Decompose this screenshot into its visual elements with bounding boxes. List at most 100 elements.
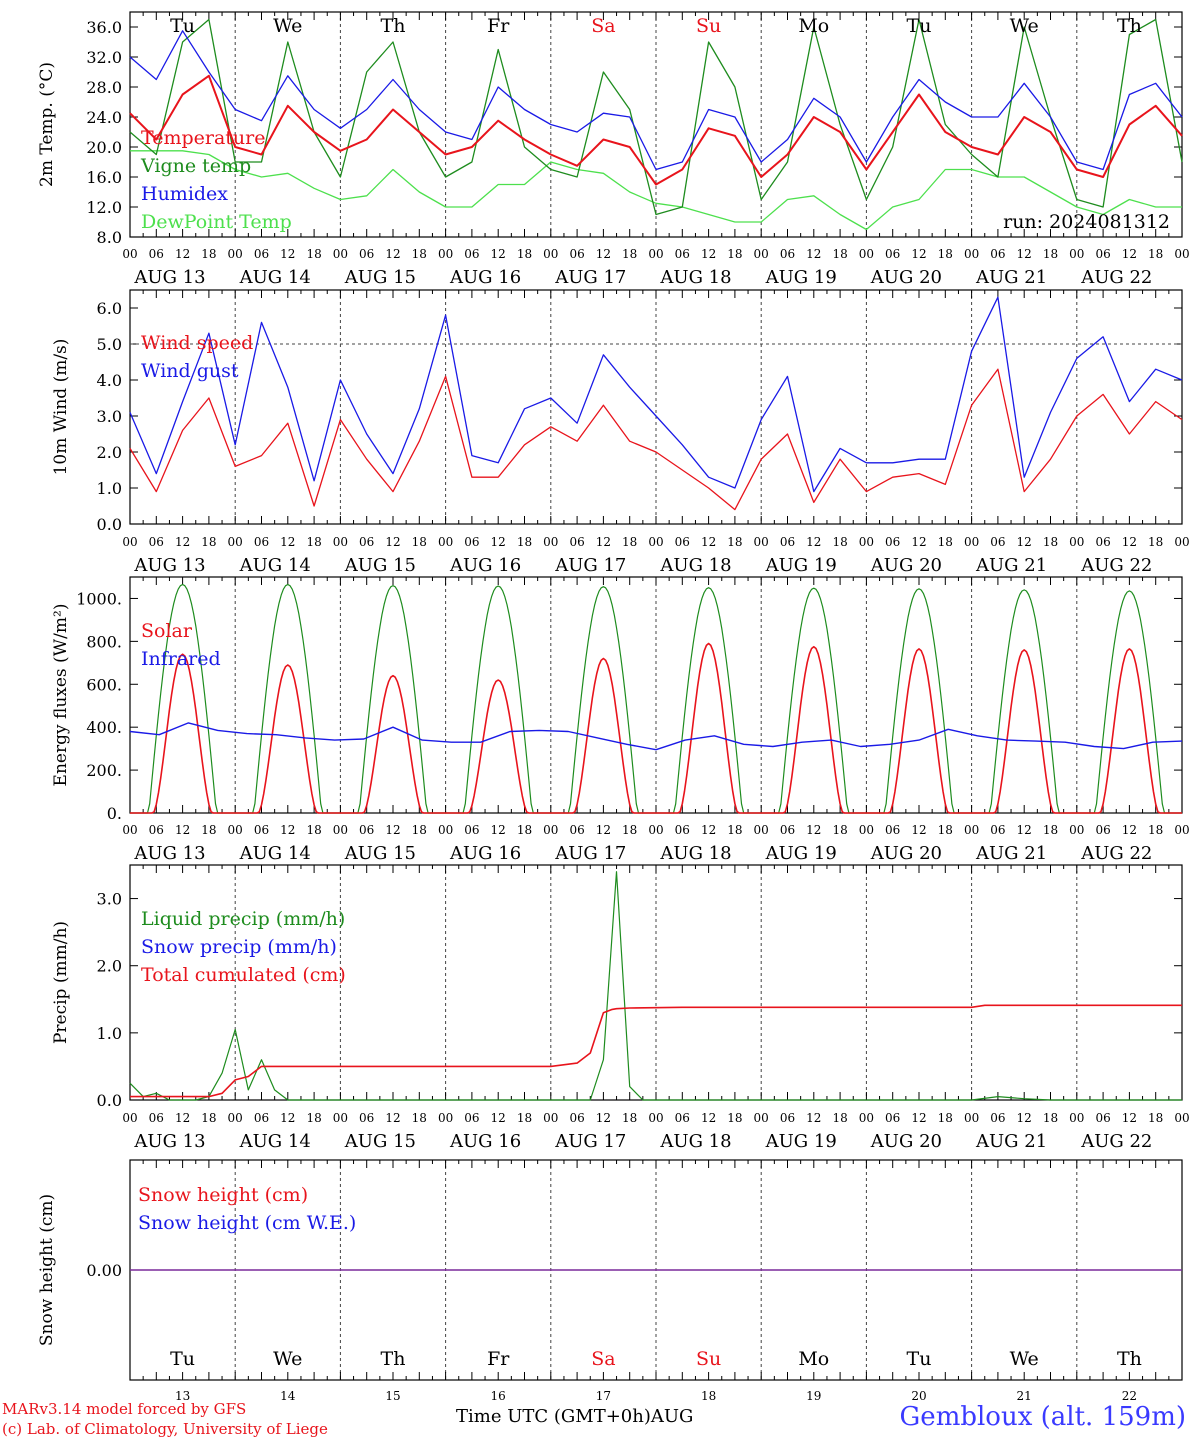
- day-label-bottom: Sa: [591, 1348, 615, 1370]
- legend-total-cumulated-cm-: Total cumulated (cm): [141, 964, 346, 986]
- x-tick-label-hour: 18: [1148, 823, 1163, 837]
- x-tick-label-hour: 18: [727, 1111, 742, 1125]
- x-tick-label-hour: 00: [543, 1111, 558, 1125]
- x-tick-label-hour: 00: [1069, 535, 1084, 549]
- day-label-bottom: Fr: [487, 1348, 510, 1370]
- x-date-label: AUG 20: [870, 1131, 942, 1152]
- lab-credit: (c) Lab. of Climatology, University of L…: [2, 1420, 328, 1438]
- x-date-label: AUG 22: [1080, 843, 1152, 864]
- x-tick-label-hour: 12: [1017, 247, 1032, 261]
- y-tick-label: 5.0: [97, 335, 122, 354]
- series-wind-speed: [129, 368, 1183, 511]
- x-tick-label-hour: 00: [648, 535, 663, 549]
- x-tick-label-hour: 06: [464, 823, 479, 837]
- x-tick-label-hour: 18: [938, 247, 953, 261]
- x-tick-label-hour: 00: [228, 247, 243, 261]
- x-date-label: AUG 13: [133, 843, 205, 864]
- day-number-label: 16: [491, 1389, 506, 1403]
- x-date-label: AUG 21: [975, 555, 1047, 576]
- x-tick-label-hour: 12: [911, 247, 926, 261]
- x-tick-label-hour: 06: [1095, 1111, 1110, 1125]
- x-tick-label-hour: 06: [885, 247, 900, 261]
- x-tick-label-hour: 00: [122, 1111, 137, 1125]
- x-tick-label-hour: 18: [517, 1111, 532, 1125]
- x-tick-label-hour: 12: [911, 535, 926, 549]
- x-tick-label-hour: 12: [1122, 535, 1137, 549]
- series-total-cumulated: [130, 1004, 1182, 1098]
- x-date-label: AUG 22: [1080, 555, 1152, 576]
- x-tick-label-hour: 18: [201, 1111, 216, 1125]
- x-tick-label-hour: 06: [149, 247, 164, 261]
- x-tick-label-hour: 06: [359, 535, 374, 549]
- x-tick-label-hour: 06: [254, 535, 269, 549]
- x-tick-label-hour: 12: [491, 1111, 506, 1125]
- series-humidex: [129, 30, 1183, 171]
- day-number-label: 21: [1017, 1389, 1032, 1403]
- x-tick-label-hour: 12: [280, 535, 295, 549]
- x-tick-label-hour: 18: [832, 823, 847, 837]
- x-tick-label-hour: 18: [832, 535, 847, 549]
- x-tick-label-hour: 18: [1043, 1111, 1058, 1125]
- x-tick-label-hour: 00: [1069, 1111, 1084, 1125]
- day-label-top: Th: [381, 15, 406, 37]
- x-tick-label-hour: 06: [359, 1111, 374, 1125]
- x-date-label: AUG 17: [554, 555, 626, 576]
- x-tick-label-hour: 12: [596, 247, 611, 261]
- day-label-bottom: Tu: [907, 1348, 932, 1370]
- y-tick-label: 36.0: [86, 18, 122, 37]
- y-tick-label: 200.: [86, 761, 122, 780]
- x-tick-label-hour: 06: [569, 823, 584, 837]
- x-tick-label-hour: 06: [675, 1111, 690, 1125]
- y-tick-label: 20.0: [86, 138, 122, 157]
- y-tick-label: 4.0: [97, 371, 122, 390]
- legend-infrared: Infrared: [141, 648, 221, 670]
- x-tick-label-hour: 18: [201, 823, 216, 837]
- x-tick-label-hour: 12: [701, 535, 716, 549]
- x-date-label: AUG 19: [765, 555, 837, 576]
- legend-snow-precip-mm-h-: Snow precip (mm/h): [141, 936, 337, 958]
- x-tick-label-hour: 00: [859, 1111, 874, 1125]
- x-tick-label-hour: 18: [727, 535, 742, 549]
- x-tick-label-hour: 18: [938, 823, 953, 837]
- y-axis-label: Precip (mm/h): [51, 921, 71, 1044]
- x-tick-label-hour: 18: [412, 1111, 427, 1125]
- x-tick-label-hour: 00: [438, 823, 453, 837]
- y-tick-label: 0.00: [86, 1261, 122, 1280]
- x-tick-label-hour: 06: [990, 247, 1005, 261]
- day-label-top: Su: [696, 15, 721, 37]
- legend-snow-height-cm-: Snow height (cm): [138, 1184, 308, 1206]
- x-date-label: AUG 17: [554, 843, 626, 864]
- legend-temperature: Temperature: [141, 127, 265, 149]
- x-date-label: AUG 19: [765, 267, 837, 288]
- y-tick-label: 16.0: [86, 168, 122, 187]
- y-tick-label: 28.0: [86, 78, 122, 97]
- x-tick-label-hour: 06: [149, 1111, 164, 1125]
- x-tick-label-hour: 12: [175, 535, 190, 549]
- x-tick-label-hour: 12: [280, 247, 295, 261]
- x-tick-label-hour: 00: [1174, 823, 1189, 837]
- x-date-label: AUG 20: [870, 843, 942, 864]
- x-tick-label-hour: 06: [1095, 247, 1110, 261]
- x-tick-label-hour: 00: [754, 535, 769, 549]
- y-tick-label: 2.0: [97, 957, 122, 976]
- y-tick-label: 1000.: [76, 589, 122, 608]
- x-tick-label-hour: 12: [175, 823, 190, 837]
- x-date-label: AUG 20: [870, 267, 942, 288]
- y-tick-label: 400.: [86, 718, 122, 737]
- x-tick-label-hour: 18: [412, 247, 427, 261]
- x-tick-label-hour: 12: [175, 1111, 190, 1125]
- x-date-label: AUG 16: [449, 267, 521, 288]
- x-tick-label-hour: 00: [333, 247, 348, 261]
- x-tick-label-hour: 00: [859, 247, 874, 261]
- x-tick-label-hour: 12: [280, 823, 295, 837]
- x-date-label: AUG 16: [449, 555, 521, 576]
- x-tick-label-hour: 18: [412, 823, 427, 837]
- x-tick-label-hour: 06: [675, 535, 690, 549]
- x-tick-label-hour: 18: [517, 823, 532, 837]
- x-tick-label-hour: 06: [990, 1111, 1005, 1125]
- x-tick-label-hour: 00: [122, 247, 137, 261]
- x-tick-label-hour: 12: [1017, 535, 1032, 549]
- x-tick-label-hour: 12: [806, 1111, 821, 1125]
- day-number-label: 20: [911, 1389, 926, 1403]
- run-annotation: run: 2024081312: [1003, 211, 1170, 233]
